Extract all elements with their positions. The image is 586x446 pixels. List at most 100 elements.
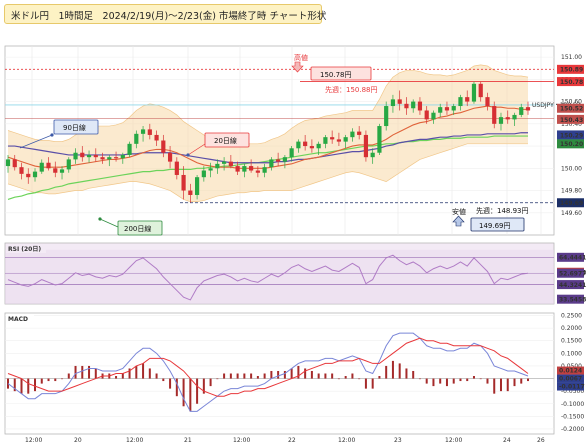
x-tick: 21 — [184, 437, 192, 444]
macd-histogram-bar — [391, 360, 394, 379]
candle-body — [276, 159, 281, 162]
macd-histogram-bar — [337, 378, 340, 380]
macd-histogram-bar — [81, 365, 84, 379]
macd-histogram-bar — [67, 373, 70, 379]
macd-histogram-bar — [452, 378, 455, 384]
macd-histogram-bar — [54, 378, 57, 382]
rsi-tag-box — [557, 268, 584, 278]
price-tag: 149.69 — [560, 200, 583, 207]
ma20-dot — [186, 153, 190, 157]
candle-body — [336, 139, 342, 142]
chart-title-bar: 米ドル円 1時間足 2024/2/19(月)～2/23(金) 市場終了時 チャー… — [4, 4, 326, 24]
high-price-box — [310, 66, 372, 81]
macd-histogram-bar — [290, 368, 293, 379]
candle-body — [86, 154, 92, 158]
ma90-dot — [50, 133, 54, 137]
macd-panel — [4, 312, 555, 435]
rsi-tag: 33.5458 — [559, 297, 586, 304]
candle-body — [201, 170, 206, 178]
macd-histogram-bar — [61, 378, 64, 380]
macd-histogram-bar — [425, 378, 428, 384]
candle-body — [370, 152, 375, 158]
macd-tag-box — [557, 374, 584, 383]
macd-histogram-bar — [216, 378, 219, 380]
macd-histogram-bar — [88, 365, 91, 379]
macd-histogram-bar — [175, 378, 178, 397]
rsi-line — [7, 254, 529, 301]
macd-histogram-bar — [135, 365, 138, 379]
price-tag-box — [557, 130, 584, 140]
candle-body — [519, 107, 524, 115]
candle-body — [26, 173, 31, 178]
low-arrow-icon — [452, 215, 465, 227]
macd-y-tick: 0.1500 — [561, 338, 582, 345]
macd-histogram-bar — [196, 378, 199, 404]
price-tag: 150.52 — [560, 106, 583, 113]
candle-body — [167, 152, 173, 162]
ma20-box — [204, 132, 250, 148]
ma20-line — [7, 105, 528, 169]
macd-histogram-bar — [499, 378, 502, 392]
macd-y-tick: -0.2000 — [561, 426, 584, 433]
price-tag: 150.43 — [560, 117, 583, 124]
macd-tag-box — [557, 382, 584, 391]
rsi-title-bg — [6, 244, 46, 253]
macd-y-tick: -0.0500 — [561, 388, 584, 395]
rsi-tag-box — [557, 252, 584, 262]
macd-histogram-bar — [472, 376, 475, 379]
macd-histogram-bar — [439, 378, 442, 384]
candle-body — [134, 133, 139, 144]
low-price: 149.69円 — [479, 222, 511, 230]
candle-body — [323, 137, 328, 144]
high-label: 高値 — [294, 53, 308, 62]
macd-tag: 0.0124 — [559, 368, 582, 375]
x-tick: 12:00 — [338, 437, 355, 444]
candle-body — [147, 129, 152, 135]
ma20-label: 20日線 — [214, 136, 237, 145]
candle-body — [174, 161, 179, 175]
x-tick: 23 — [394, 437, 402, 444]
price-tag: 150.89 — [560, 67, 583, 74]
macd-histogram-bar — [459, 378, 462, 382]
macd-histogram-bar — [7, 378, 9, 389]
candle-body — [316, 143, 321, 149]
x-tick: 12:00 — [445, 437, 462, 444]
macd-histogram-bar — [20, 378, 23, 394]
macd-histogram-bar — [121, 373, 124, 379]
low-price-box — [470, 217, 525, 232]
macd-histogram-bar — [412, 370, 415, 379]
price-tag: 150.29 — [560, 132, 583, 139]
macd-histogram-bar — [297, 365, 300, 379]
high-week-note: 先週：150.88円 — [325, 85, 378, 94]
macd-histogram-bar — [418, 378, 421, 380]
macd-histogram-bar — [479, 378, 482, 380]
price-tag-box — [557, 198, 584, 208]
macd-histogram-bar — [432, 378, 435, 387]
candle-body — [73, 152, 78, 160]
macd-histogram-bar — [331, 373, 334, 379]
rsi-tag-box — [557, 280, 584, 290]
candle-body — [465, 97, 470, 102]
rsi-tag-box — [557, 294, 584, 304]
macd-histogram-bar — [513, 378, 516, 387]
rsi-tag: 44.3241 — [559, 282, 586, 289]
macd-y-tick: -0.1000 — [561, 401, 584, 408]
candle-body — [485, 97, 490, 107]
high-arrow-icon — [291, 61, 304, 73]
main-y-tick: 150.60 — [561, 99, 582, 106]
macd-histogram-bar — [324, 373, 327, 379]
ma200-leader — [99, 218, 119, 228]
candle-body — [161, 140, 166, 153]
symbol-label: USDJPY・150.52 — [532, 102, 581, 109]
candle-body — [242, 166, 247, 172]
band-lower-line — [7, 143, 528, 202]
macd-histogram-bar — [256, 376, 259, 379]
candle-body — [59, 169, 65, 173]
ma20-leader — [187, 143, 206, 156]
ma90-box — [53, 119, 99, 135]
macd-histogram-bar — [506, 378, 509, 392]
main-y-tick: 149.60 — [561, 210, 582, 217]
macd-histogram-bar — [142, 363, 145, 379]
candle-body — [525, 107, 531, 111]
